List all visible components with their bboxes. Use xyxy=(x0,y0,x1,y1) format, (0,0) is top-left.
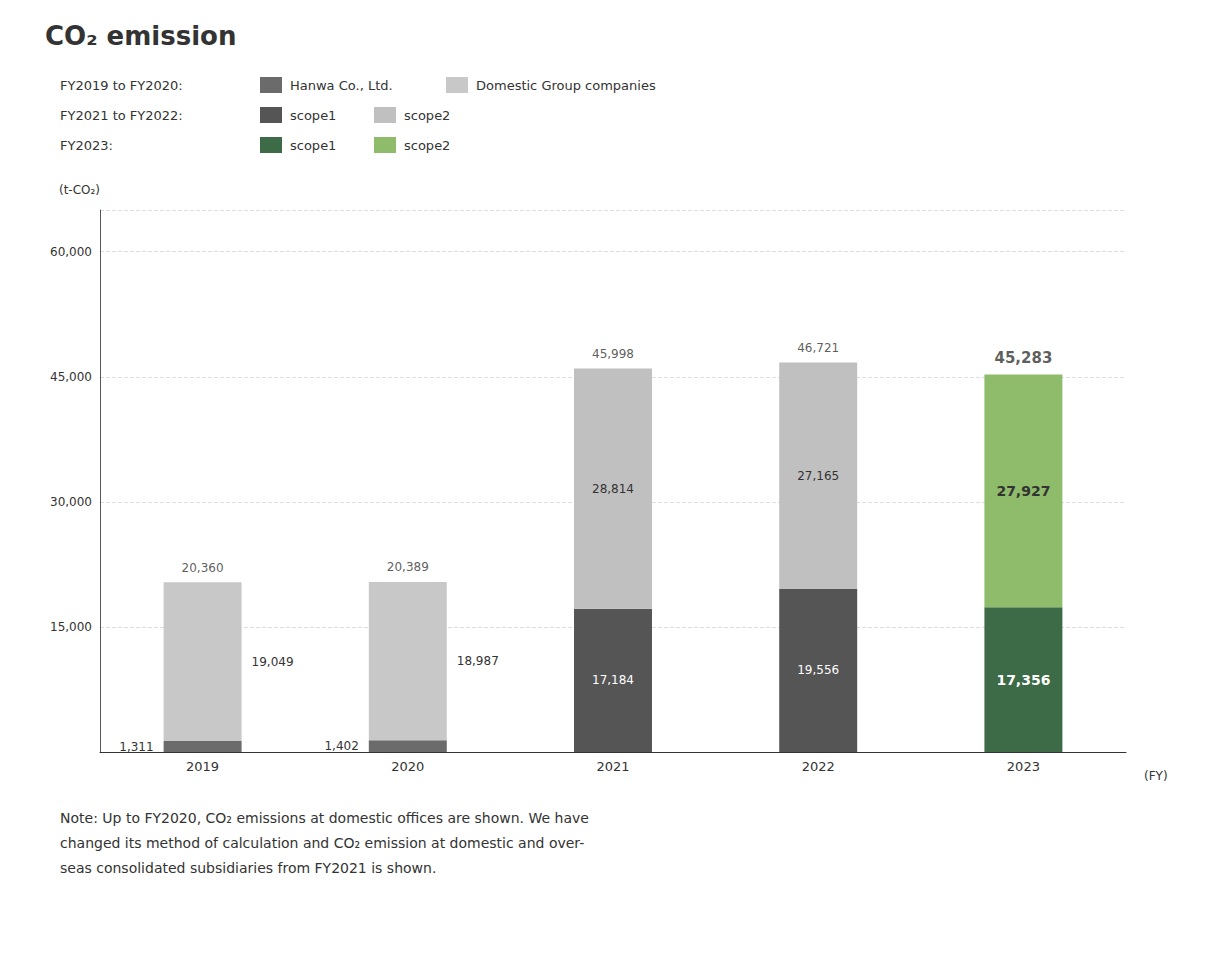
svg-text:scope2: scope2 xyxy=(404,138,450,153)
svg-text:45,000: 45,000 xyxy=(50,370,92,384)
svg-text:Note: Up to FY2020, CO₂ emissi: Note: Up to FY2020, CO₂ emissions at dom… xyxy=(60,810,589,826)
svg-text:19,049: 19,049 xyxy=(252,655,294,669)
svg-text:2022: 2022 xyxy=(802,759,835,774)
svg-text:18,987: 18,987 xyxy=(457,654,499,668)
svg-text:2023: 2023 xyxy=(1007,759,1040,774)
svg-text:CO₂ emission: CO₂ emission xyxy=(45,21,237,51)
svg-text:2019: 2019 xyxy=(186,759,219,774)
svg-text:Domestic Group companies: Domestic Group companies xyxy=(476,78,656,93)
svg-text:(FY): (FY) xyxy=(1144,769,1168,783)
svg-text:27,165: 27,165 xyxy=(797,469,839,483)
svg-text:changed its method of calculat: changed its method of calculation and CO… xyxy=(60,835,584,851)
svg-text:FY2023:: FY2023: xyxy=(60,138,113,153)
svg-text:2020: 2020 xyxy=(391,759,424,774)
svg-text:(t-CO₂): (t-CO₂) xyxy=(59,183,100,197)
svg-text:27,927: 27,927 xyxy=(996,483,1050,499)
svg-text:46,721: 46,721 xyxy=(797,341,839,355)
svg-text:FY2021 to FY2022:: FY2021 to FY2022: xyxy=(60,108,183,123)
svg-text:45,283: 45,283 xyxy=(994,349,1052,367)
svg-text:19,556: 19,556 xyxy=(797,663,839,677)
svg-text:seas consolidated subsidiaries: seas consolidated subsidiaries from FY20… xyxy=(60,860,436,876)
svg-text:15,000: 15,000 xyxy=(50,620,92,634)
svg-text:scope1: scope1 xyxy=(290,108,336,123)
svg-text:60,000: 60,000 xyxy=(50,245,92,259)
svg-text:20,389: 20,389 xyxy=(387,560,429,574)
svg-text:45,998: 45,998 xyxy=(592,347,634,361)
svg-text:20,360: 20,360 xyxy=(182,561,224,575)
svg-text:1,311: 1,311 xyxy=(119,740,153,754)
svg-text:1,402: 1,402 xyxy=(324,739,358,753)
svg-text:Hanwa Co., Ltd.: Hanwa Co., Ltd. xyxy=(290,78,393,93)
svg-text:FY2019 to FY2020:: FY2019 to FY2020: xyxy=(60,78,183,93)
svg-text:scope2: scope2 xyxy=(404,108,450,123)
svg-text:17,184: 17,184 xyxy=(592,673,634,687)
svg-text:17,356: 17,356 xyxy=(996,672,1050,688)
svg-text:scope1: scope1 xyxy=(290,138,336,153)
svg-text:2021: 2021 xyxy=(596,759,629,774)
svg-text:30,000: 30,000 xyxy=(50,495,92,509)
svg-text:28,814: 28,814 xyxy=(592,482,634,496)
